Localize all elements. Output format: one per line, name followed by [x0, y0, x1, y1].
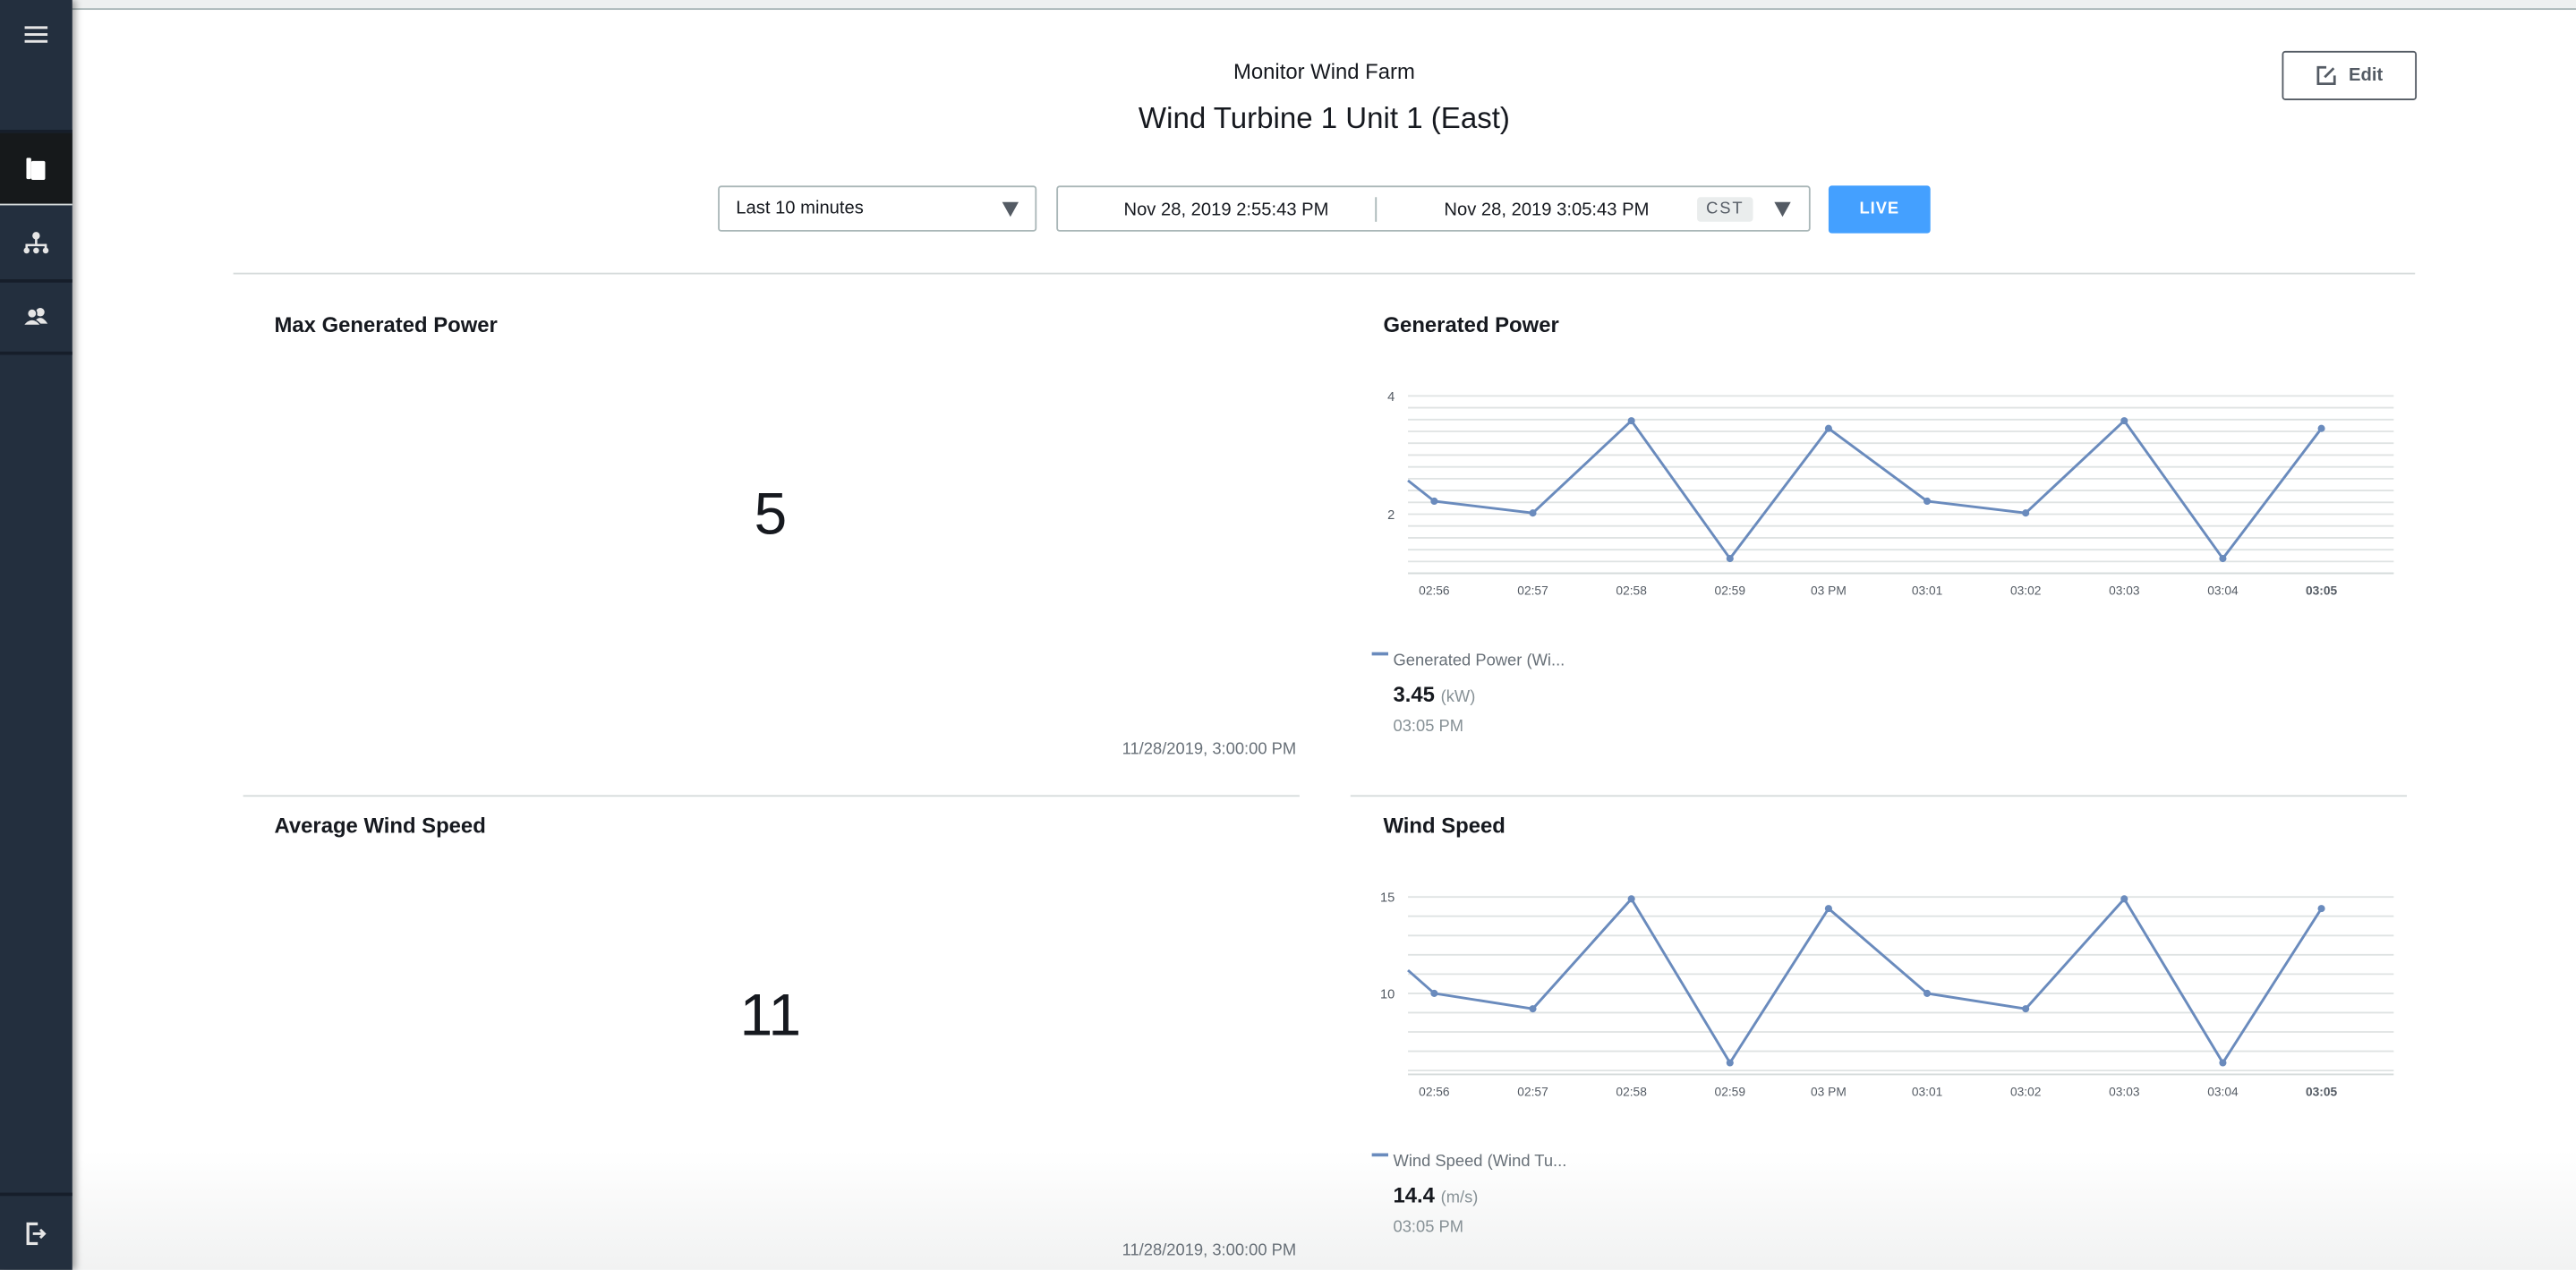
live-button[interactable]: LIVE [1828, 185, 1931, 234]
panel-title: Average Wind Speed [274, 813, 486, 839]
range-start[interactable]: Nov 28, 2019 2:55:43 PM [1123, 200, 1329, 220]
edit-label: Edit [2349, 65, 2384, 86]
x-tick-label: 02:56 [1419, 584, 1450, 597]
x-tick-label: 03 PM [1811, 584, 1847, 597]
caret-down-icon [1002, 201, 1019, 217]
data-point [2022, 1005, 2030, 1013]
data-point [1430, 989, 1438, 997]
x-tick-label: 02:57 [1517, 584, 1548, 597]
x-tick-label: 02:57 [1517, 1085, 1548, 1098]
x-tick-label: 02:59 [1715, 1085, 1745, 1098]
data-point [1529, 1005, 1537, 1013]
x-tick-label: 03:05 [2306, 584, 2338, 597]
divider [1350, 795, 2408, 797]
legend-latest-value: 14.4 (m/s) [1394, 1183, 1479, 1208]
divider [233, 272, 2416, 275]
kpi-value: 11 [739, 980, 802, 1049]
sidebar [0, 0, 73, 1270]
legend-series-name[interactable]: Generated Power (Wi... [1393, 652, 1565, 670]
data-point [2219, 555, 2227, 563]
legend-swatch [1371, 652, 1388, 656]
y-tick-label: 15 [1380, 891, 1395, 906]
bottom-fade [72, 1149, 2576, 1270]
panel-title: Generated Power [1383, 311, 1559, 337]
generated-power-chart: 2 4 02:56 02:57 02:58 02:59 03 PM 03:01 03:02 03:… [1387, 390, 2394, 597]
data-point [2120, 895, 2128, 903]
x-tick-label: 03:04 [2207, 584, 2239, 597]
time-preset-dropdown[interactable]: Last 10 minutes [718, 185, 1037, 232]
data-point [2317, 905, 2325, 913]
sign-out-button[interactable] [0, 1213, 73, 1256]
book-icon [26, 157, 46, 180]
panel-title: Max Generated Power [274, 311, 498, 337]
panel-title: Wind Speed [1383, 813, 1506, 839]
kpi-timestamp: 11/28/2019, 3:00:00 PM [1122, 740, 1297, 760]
data-point [2022, 509, 2030, 517]
data-point [1923, 497, 1932, 506]
wind-speed-chart: 10 15 02:56 02:57 02:58 02:59 03 PM 03:01 03:02 0… [1380, 891, 2394, 1098]
sign-out-icon [26, 1222, 47, 1246]
x-tick-label: 02:58 [1616, 584, 1647, 597]
data-point [1824, 905, 1832, 913]
timezone-badge: CST [1697, 197, 1753, 222]
x-tick-label: 03:04 [2207, 1085, 2239, 1098]
series-line [1407, 896, 2323, 1066]
x-tick-label: 03:02 [2010, 584, 2041, 597]
data-point [1824, 424, 1832, 432]
x-tick-label: 03:01 [1912, 1085, 1942, 1098]
data-point [1529, 509, 1537, 517]
x-tick-label: 02:58 [1616, 1085, 1647, 1098]
latest-value: 3.45 [1393, 681, 1435, 707]
edit-icon [2316, 65, 2335, 85]
time-preset-value: Last 10 minutes [736, 199, 864, 219]
sidebar-item-users[interactable] [0, 283, 73, 352]
x-tick-label: 03:02 [2010, 1085, 2041, 1098]
x-tick-label: 03 PM [1811, 1085, 1847, 1098]
browser-top-bar [72, 0, 2576, 11]
data-point [1627, 895, 1635, 903]
date-range-picker[interactable]: Nov 28, 2019 2:55:43 PM Nov 28, 2019 3:0… [1056, 185, 1811, 232]
data-point [2120, 417, 2128, 425]
legend-latest-value: 3.45 (kW) [1394, 682, 1476, 707]
data-point [1726, 555, 1734, 563]
page-subtitle: Monitor Wind Farm [1233, 59, 1415, 84]
legend-latest-time: 03:05 PM [1393, 718, 1464, 737]
edit-button[interactable]: Edit [2282, 50, 2418, 100]
caret-down-icon [1774, 201, 1791, 217]
latest-value: 14.4 [1393, 1182, 1435, 1208]
x-tick-label: 02:56 [1419, 1085, 1450, 1098]
kpi-timestamp: 11/28/2019, 3:00:00 PM [1122, 1241, 1297, 1260]
range-divider [1375, 197, 1378, 222]
y-tick-label: 4 [1387, 390, 1395, 405]
sitemap-icon [23, 232, 49, 254]
legend-swatch [1371, 1153, 1388, 1157]
hamburger-menu-icon [24, 26, 48, 43]
data-point [2317, 424, 2325, 432]
unit: (m/s) [1440, 1189, 1479, 1208]
x-tick-label: 02:59 [1715, 584, 1745, 597]
y-tick-label: 2 [1387, 508, 1395, 523]
legend-series-name[interactable]: Wind Speed (Wind Tu... [1393, 1153, 1567, 1172]
x-tick-label: 03:03 [2109, 584, 2140, 597]
unit: (kW) [1440, 688, 1476, 707]
x-tick-label: 03:01 [1912, 584, 1942, 597]
y-tick-label: 10 [1380, 987, 1395, 1002]
kpi-value: 5 [754, 479, 788, 548]
data-point [1627, 417, 1635, 425]
data-point [1430, 497, 1438, 506]
legend-latest-time: 03:05 PM [1393, 1218, 1464, 1238]
sidebar-item-dashboards[interactable] [0, 132, 73, 204]
data-point [1923, 989, 1932, 997]
range-end[interactable]: Nov 28, 2019 3:05:43 PM [1444, 200, 1650, 220]
x-tick-label: 03:03 [2109, 1085, 2140, 1098]
sidebar-item-hierarchy[interactable] [0, 207, 73, 279]
divider [243, 795, 1300, 797]
x-tick-label: 03:05 [2306, 1085, 2338, 1098]
page-title: Wind Turbine 1 Unit 1 (East) [1138, 101, 1510, 135]
data-point [2219, 1059, 2227, 1067]
menu-button[interactable] [0, 13, 73, 56]
users-icon [22, 307, 48, 327]
data-point [1726, 1059, 1734, 1067]
